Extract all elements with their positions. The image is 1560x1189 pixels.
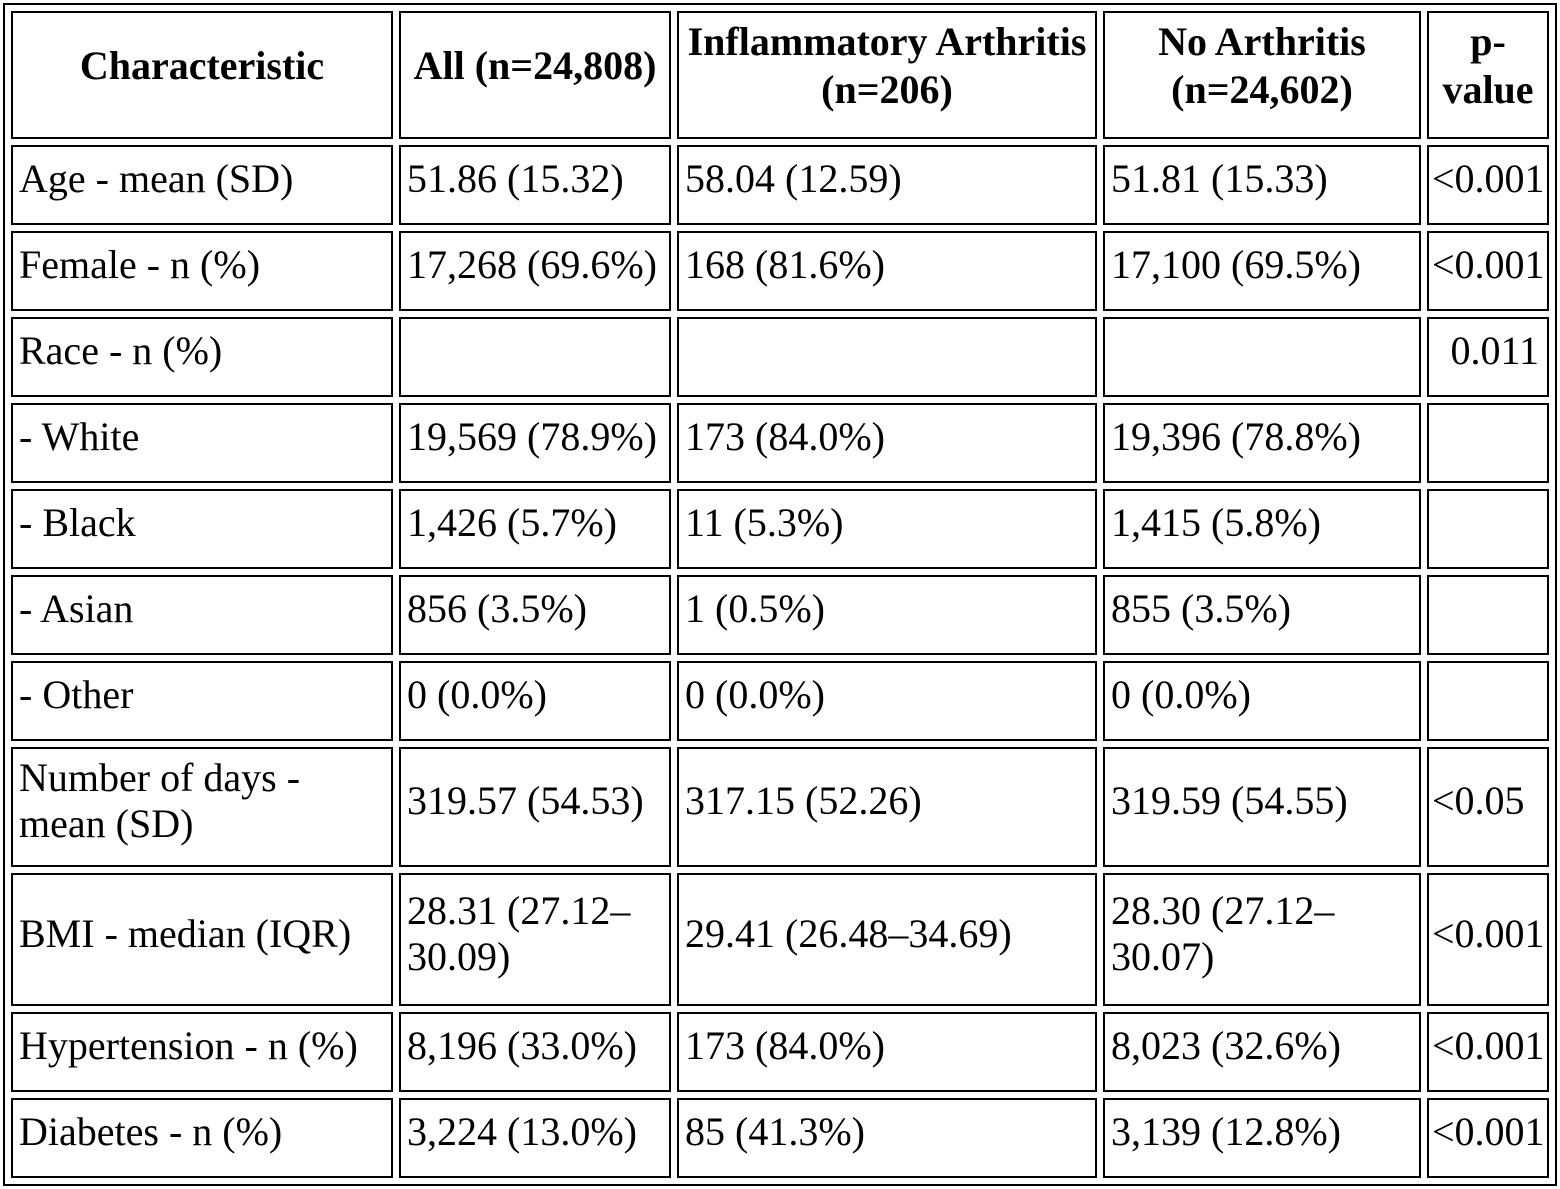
cell-all [399, 317, 671, 397]
cell-inflammatory: 0 (0.0%) [677, 661, 1097, 741]
table-row-diabetes: Diabetes - n (%) 3,224 (13.0%) 85 (41.3%… [11, 1098, 1549, 1178]
cell-p-value [1427, 661, 1549, 741]
cell-p-value: 0.011 [1427, 317, 1549, 397]
column-header-p-value: p-value [1427, 11, 1549, 139]
table-row-race: Race - n (%) 0.011 [11, 317, 1549, 397]
cell-p-value [1427, 403, 1549, 483]
column-header-characteristic: Characteristic [11, 11, 393, 139]
cell-inflammatory: 11 (5.3%) [677, 489, 1097, 569]
table-row-female: Female - n (%) 17,268 (69.6%) 168 (81.6%… [11, 231, 1549, 311]
cell-p-value [1427, 575, 1549, 655]
cell-characteristic: Female - n (%) [11, 231, 393, 311]
cell-characteristic: Race - n (%) [11, 317, 393, 397]
cell-no-arthritis: 855 (3.5%) [1103, 575, 1421, 655]
cell-no-arthritis: 51.81 (15.33) [1103, 145, 1421, 225]
cell-all: 28.31 (27.12–30.09) [399, 873, 671, 1006]
cell-inflammatory: 85 (41.3%) [677, 1098, 1097, 1178]
cell-no-arthritis: 19,396 (78.8%) [1103, 403, 1421, 483]
cell-p-value: <0.001 [1427, 873, 1549, 1006]
cell-all: 856 (3.5%) [399, 575, 671, 655]
cell-no-arthritis: 1,415 (5.8%) [1103, 489, 1421, 569]
cell-characteristic: BMI - median (IQR) [11, 873, 393, 1006]
table-row-race-other: - Other 0 (0.0%) 0 (0.0%) 0 (0.0%) [11, 661, 1549, 741]
cell-p-value: <0.001 [1427, 1012, 1549, 1092]
cell-p-value: <0.001 [1427, 231, 1549, 311]
cell-p-value: <0.001 [1427, 145, 1549, 225]
cell-no-arthritis: 319.59 (54.55) [1103, 747, 1421, 867]
cell-inflammatory: 58.04 (12.59) [677, 145, 1097, 225]
table-row-hypertension: Hypertension - n (%) 8,196 (33.0%) 173 (… [11, 1012, 1549, 1092]
cell-inflammatory: 317.15 (52.26) [677, 747, 1097, 867]
cell-characteristic: Hypertension - n (%) [11, 1012, 393, 1092]
table-row-number-of-days: Number of days - mean (SD) 319.57 (54.53… [11, 747, 1549, 867]
cell-characteristic: - White [11, 403, 393, 483]
cell-inflammatory: 29.41 (26.48–34.69) [677, 873, 1097, 1006]
cell-no-arthritis: 8,023 (32.6%) [1103, 1012, 1421, 1092]
cell-characteristic: Diabetes - n (%) [11, 1098, 393, 1178]
table-row-race-black: - Black 1,426 (5.7%) 11 (5.3%) 1,415 (5.… [11, 489, 1549, 569]
cell-no-arthritis: 28.30 (27.12–30.07) [1103, 873, 1421, 1006]
cell-inflammatory: 173 (84.0%) [677, 1012, 1097, 1092]
cell-all: 8,196 (33.0%) [399, 1012, 671, 1092]
column-header-inflammatory-arthritis: Inflammatory Arthritis (n=206) [677, 11, 1097, 139]
cell-all: 3,224 (13.0%) [399, 1098, 671, 1178]
header-row: Characteristic All (n=24,808) Inflammato… [11, 11, 1549, 139]
cell-all: 0 (0.0%) [399, 661, 671, 741]
cell-characteristic: Number of days - mean (SD) [11, 747, 393, 867]
cell-p-value: <0.05 [1427, 747, 1549, 867]
cell-p-value [1427, 489, 1549, 569]
table-row-age: Age - mean (SD) 51.86 (15.32) 58.04 (12.… [11, 145, 1549, 225]
cell-no-arthritis: 3,139 (12.8%) [1103, 1098, 1421, 1178]
cell-inflammatory: 1 (0.5%) [677, 575, 1097, 655]
cell-inflammatory: 168 (81.6%) [677, 231, 1097, 311]
cell-characteristic: - Other [11, 661, 393, 741]
cell-no-arthritis: 17,100 (69.5%) [1103, 231, 1421, 311]
cell-characteristic: - Black [11, 489, 393, 569]
cell-all: 17,268 (69.6%) [399, 231, 671, 311]
column-header-no-arthritis: No Arthritis (n=24,602) [1103, 11, 1421, 139]
cell-inflammatory: 173 (84.0%) [677, 403, 1097, 483]
table-row-race-white: - White 19,569 (78.9%) 173 (84.0%) 19,39… [11, 403, 1549, 483]
cell-all: 51.86 (15.32) [399, 145, 671, 225]
cell-characteristic: - Asian [11, 575, 393, 655]
cell-p-value: <0.001 [1427, 1098, 1549, 1178]
cell-all: 1,426 (5.7%) [399, 489, 671, 569]
cell-characteristic: Age - mean (SD) [11, 145, 393, 225]
cell-inflammatory [677, 317, 1097, 397]
cell-no-arthritis [1103, 317, 1421, 397]
column-header-all: All (n=24,808) [399, 11, 671, 139]
table-row-race-asian: - Asian 856 (3.5%) 1 (0.5%) 855 (3.5%) [11, 575, 1549, 655]
cell-all: 19,569 (78.9%) [399, 403, 671, 483]
cell-all: 319.57 (54.53) [399, 747, 671, 867]
cell-no-arthritis: 0 (0.0%) [1103, 661, 1421, 741]
characteristics-table: Characteristic All (n=24,808) Inflammato… [3, 3, 1557, 1186]
table-row-bmi: BMI - median (IQR) 28.31 (27.12–30.09) 2… [11, 873, 1549, 1006]
